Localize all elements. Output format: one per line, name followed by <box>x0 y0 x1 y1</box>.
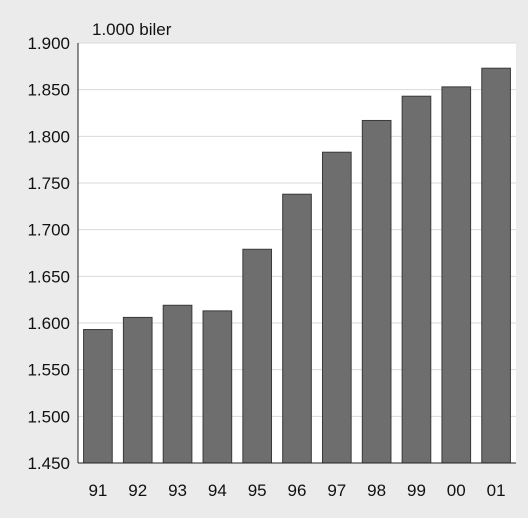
bar-92 <box>122 316 153 464</box>
x-tick-label: 97 <box>327 481 346 500</box>
bar-95 <box>242 248 273 464</box>
bar-00 <box>441 86 472 464</box>
x-tick-label: 99 <box>407 481 426 500</box>
y-tick-label: 1.850 <box>27 81 70 100</box>
y-tick-labels: 1.450 1.500 1.550 1.600 1.650 1.700 1.750 1.800… <box>27 34 70 473</box>
y-tick-label: 1.900 <box>27 34 70 53</box>
x-tick-labels: 91 92 93 94 95 96 97 98 99 00 01 <box>88 481 505 500</box>
bar-96 <box>282 193 312 464</box>
bars <box>83 67 511 464</box>
y-tick-label: 1.750 <box>27 174 70 193</box>
y-tick-label: 1.550 <box>27 361 70 380</box>
bar-01 <box>481 67 511 464</box>
bar-93 <box>162 304 193 464</box>
bar-99 <box>401 95 432 464</box>
x-tick-label: 93 <box>168 481 187 500</box>
axes <box>77 43 516 464</box>
unit-label: 1.000 biler <box>92 20 172 39</box>
x-tick-label: 98 <box>367 481 386 500</box>
bar-98 <box>361 119 392 464</box>
x-tick-label: 96 <box>288 481 307 500</box>
x-tick-label: 00 <box>447 481 466 500</box>
bar-94 <box>202 310 233 464</box>
y-tick-label: 1.600 <box>27 314 70 333</box>
y-tick-label: 1.500 <box>27 407 70 426</box>
y-tick-label: 1.450 <box>27 454 70 473</box>
x-tick-label: 91 <box>88 481 107 500</box>
x-tick-label: 95 <box>248 481 267 500</box>
y-tick-label: 1.800 <box>27 127 70 146</box>
bar-97 <box>321 151 352 464</box>
bar-91 <box>83 329 113 464</box>
x-tick-label: 92 <box>128 481 147 500</box>
x-tick-label: 01 <box>487 481 506 500</box>
y-tick-label: 1.700 <box>27 221 70 240</box>
y-tick-label: 1.650 <box>27 267 70 286</box>
x-tick-label: 94 <box>208 481 227 500</box>
